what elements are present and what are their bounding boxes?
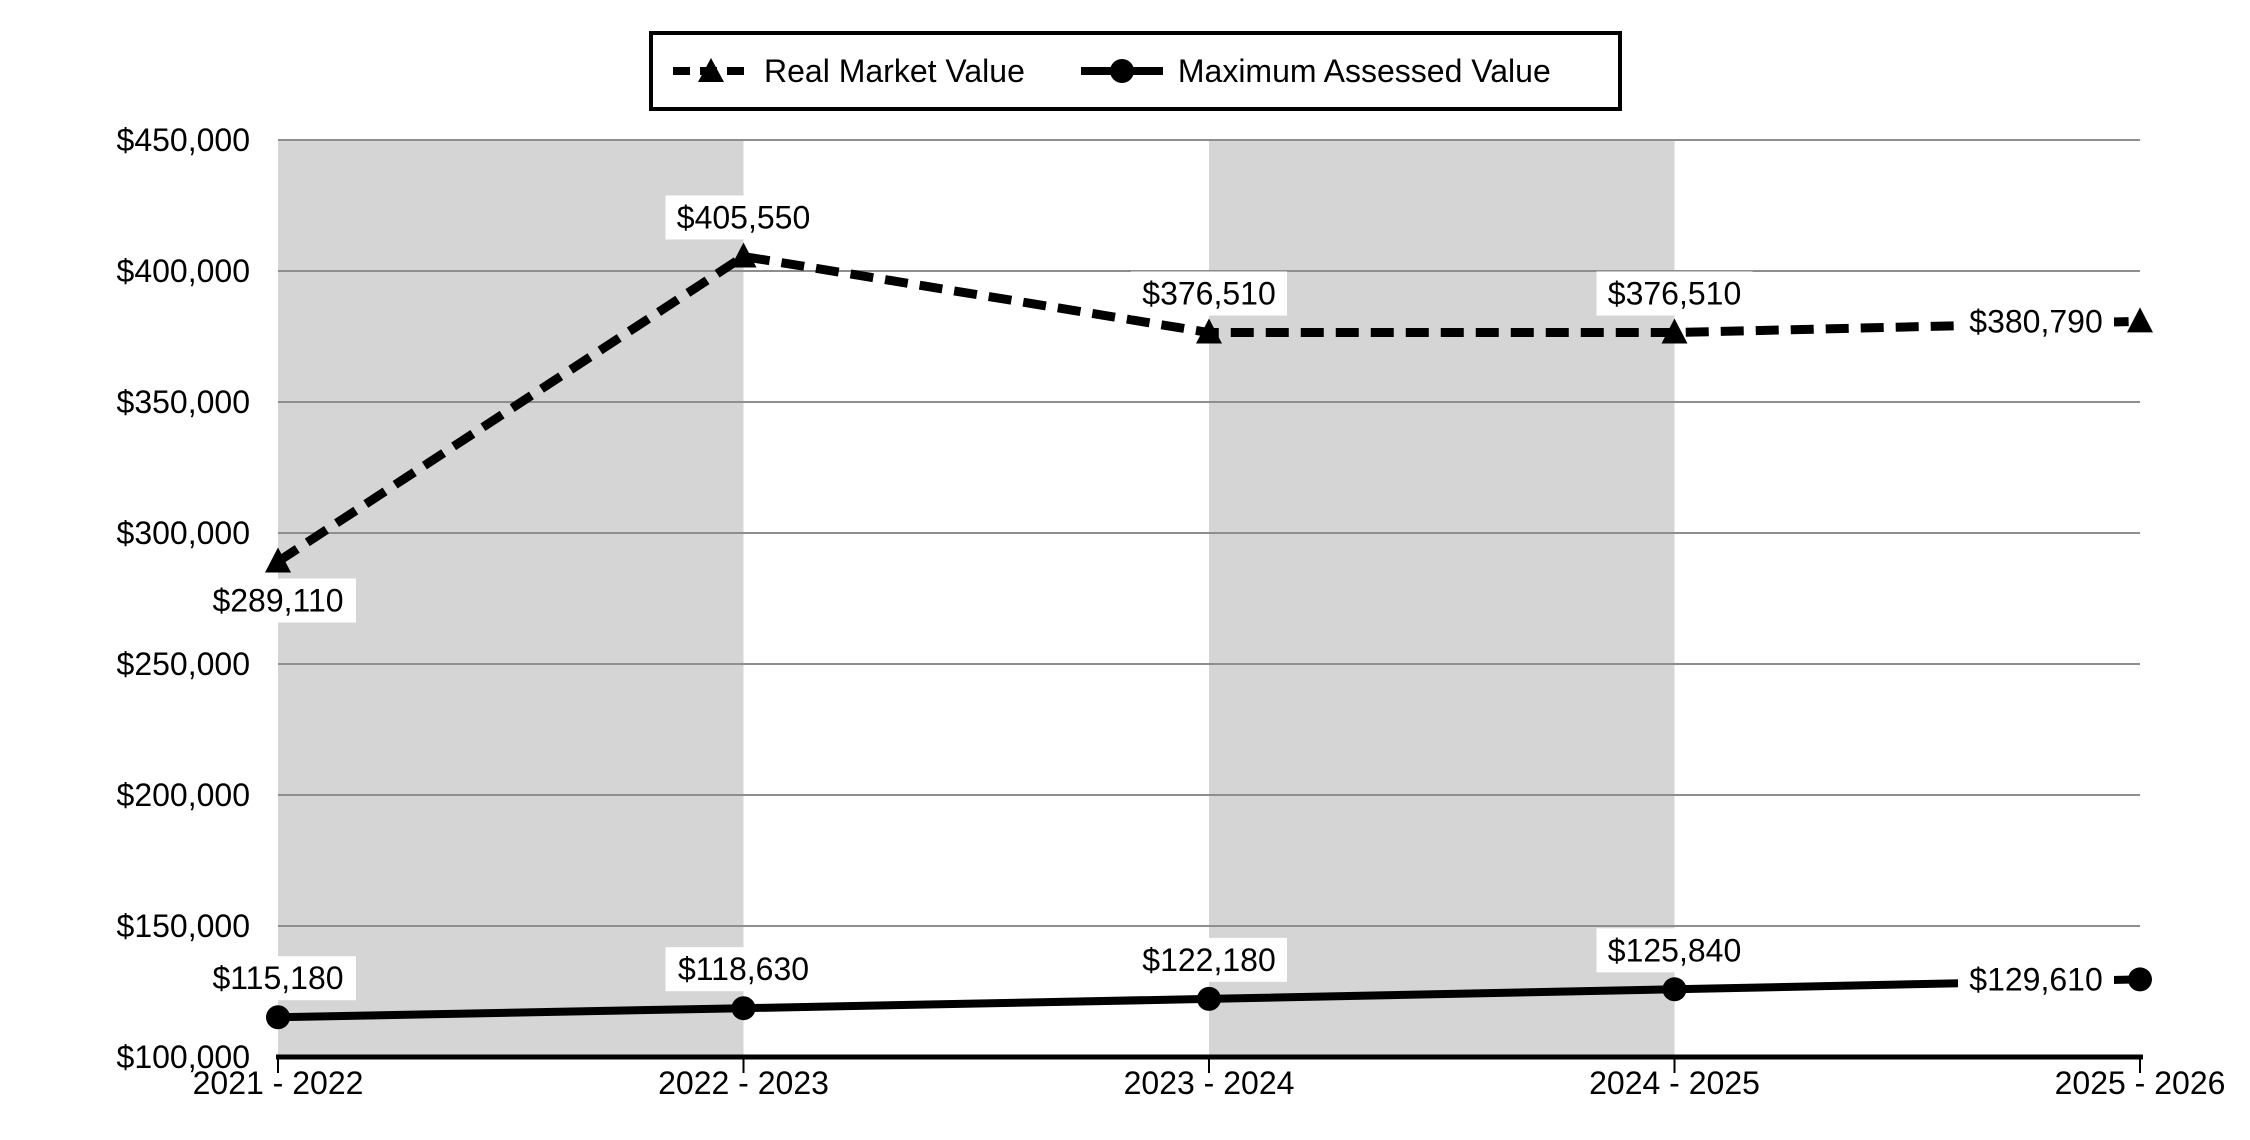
data-label: $115,180 [200, 956, 356, 1001]
triangle-marker [1661, 318, 1688, 344]
data-label-background [1596, 271, 1753, 316]
data-label: $380,790 [1958, 299, 2114, 344]
x-axis [276, 1054, 2143, 1073]
data-label-background [1131, 937, 1287, 982]
data-label-text: $122,180 [1142, 942, 1275, 978]
circle-marker [2128, 967, 2152, 992]
data-label: $289,110 [200, 578, 356, 623]
data-label-background [665, 195, 822, 240]
triangle-marker [1196, 318, 1222, 344]
data-label: $125,840 [1596, 928, 1753, 973]
data-label: $129,610 [1958, 957, 2114, 1002]
legend-item-real-market-value: Real Market Value [673, 55, 1025, 87]
data-label: $118,630 [665, 947, 822, 992]
x-tick-label: 2021 - 2022 [193, 1065, 364, 1101]
data-labels: $289,110 $405,550 $376,510 $376,510 $380,790… [200, 195, 2114, 1002]
data-label-text: $380,790 [1969, 303, 2102, 339]
data-label-background [200, 956, 356, 1001]
data-label-text: $376,510 [1608, 276, 1741, 312]
y-tick-label: $200,000 [117, 777, 250, 813]
data-label: $376,510 [1131, 271, 1287, 316]
y-tick-label: $400,000 [117, 253, 250, 289]
triangle-marker [2127, 307, 2153, 333]
legend-label-real-market-value: Real Market Value [764, 53, 1025, 89]
data-label-text: $289,110 [212, 583, 343, 619]
data-label: $405,550 [665, 195, 822, 240]
x-axis-labels: 2021 - 2022 2022 - 2023 2023 - 2024 2024 - … [193, 1065, 2226, 1101]
data-label-text: $129,610 [1969, 961, 2102, 997]
data-label-background [200, 578, 356, 623]
data-label-text: $115,180 [212, 960, 343, 996]
dashed-line-triangle-marker-icon [673, 58, 749, 82]
triangle-marker [730, 242, 757, 268]
x-tick-label: 2022 - 2023 [658, 1065, 829, 1101]
legend-item-maximum-assessed-value: Maximum Assessed Value [1080, 53, 1551, 89]
data-label-text: $405,550 [677, 199, 810, 235]
circle-marker [266, 1005, 290, 1030]
x-tick-label: 2025 - 2026 [2055, 1065, 2226, 1101]
data-label-text: $118,630 [678, 951, 809, 987]
x-tick-label: 2023 - 2024 [1124, 1065, 1295, 1101]
y-tick-label: $300,000 [117, 515, 250, 551]
legend: Real Market Value Maximum Assessed Value [649, 31, 1622, 111]
circle-marker [1662, 977, 1687, 1002]
data-label-text: $125,840 [1608, 932, 1741, 968]
y-tick-label: $250,000 [117, 646, 250, 682]
circle-marker [731, 996, 756, 1021]
y-tick-label: $150,000 [117, 908, 250, 944]
data-label: $376,510 [1596, 271, 1753, 316]
circle-marker [1197, 986, 1221, 1011]
triangle-marker [265, 547, 291, 573]
data-label: $122,180 [1131, 937, 1287, 982]
gridlines [278, 139, 2140, 927]
y-tick-label: $350,000 [117, 384, 250, 420]
data-label-background [1958, 957, 2114, 1002]
solid-line-circle-marker-icon [1080, 59, 1163, 83]
data-label-background [1131, 271, 1287, 316]
data-label-text: $376,510 [1142, 276, 1275, 312]
y-tick-label: $450,000 [117, 122, 250, 158]
plot-bands [278, 140, 1675, 1057]
data-label-background [665, 947, 822, 992]
x-tick-label: 2024 - 2025 [1589, 1065, 1760, 1101]
y-tick-label: $100,000 [117, 1039, 250, 1075]
legend-label-maximum-assessed-value: Maximum Assessed Value [1177, 53, 1551, 89]
series-markers-maximum-assessed-value [266, 967, 2152, 1030]
series-markers-real-market-value [265, 242, 2153, 573]
y-axis-labels: $100,000 $150,000 $200,000 $250,000 $300,000… [117, 122, 250, 1075]
data-label-background [1958, 299, 2114, 344]
data-label-background [1596, 928, 1753, 973]
